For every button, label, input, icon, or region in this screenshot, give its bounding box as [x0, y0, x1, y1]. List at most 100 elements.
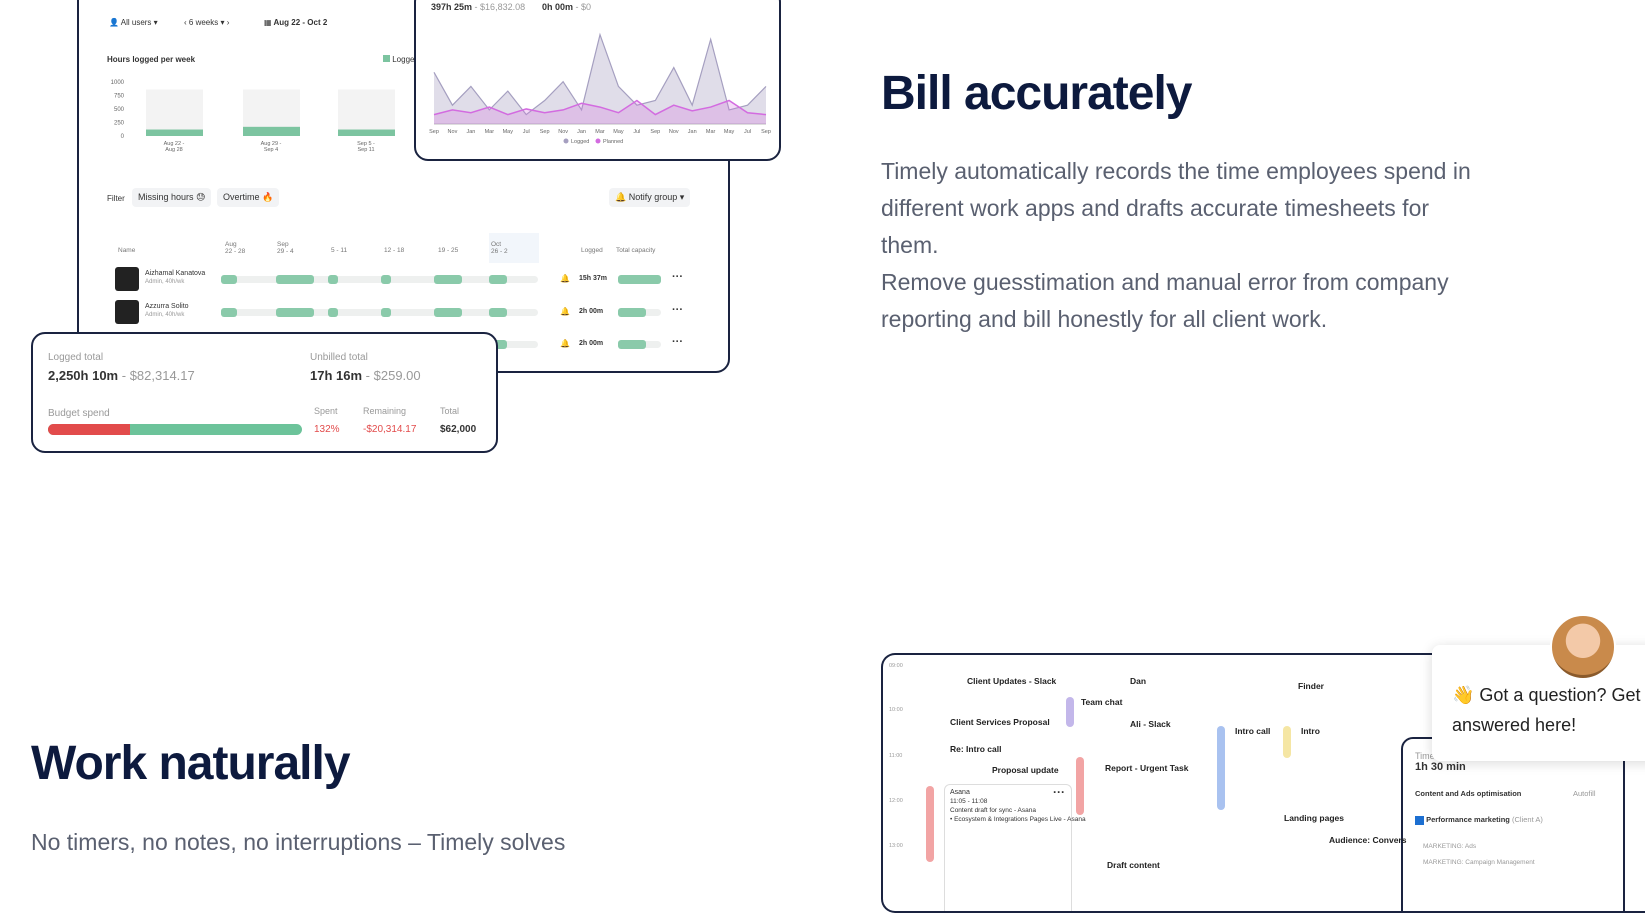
x-tick-label: Nov — [669, 129, 679, 135]
x-tick-label: Jan — [577, 129, 586, 135]
paragraph-line: Timely automatically records the time em… — [881, 158, 1471, 258]
value-text: 2,250h 10m — [48, 368, 119, 383]
filter-text: 6 weeks — [188, 18, 219, 27]
value-text: 17h 16m — [310, 368, 363, 383]
time-label: 12:00 — [889, 798, 903, 804]
value: 17h 16m - $259.00 — [310, 368, 421, 383]
autofill[interactable]: Autofill — [1573, 789, 1596, 798]
time-label: 11:00 — [889, 753, 903, 759]
chart-title: Hours logged per week — [107, 55, 196, 64]
line — [433, 32, 767, 116]
event-bar — [1283, 726, 1291, 758]
row-seg — [489, 308, 507, 317]
row-role: Admin, 40h/wk — [145, 279, 185, 285]
event: Report - Urgent Task — [1105, 763, 1189, 773]
event: Team chat — [1081, 697, 1123, 707]
chip[interactable]: Missing hours 😓 — [132, 188, 212, 207]
event: Finder — [1298, 681, 1324, 691]
value: $62,000 — [440, 424, 477, 435]
time-label: 09:00 — [889, 663, 903, 669]
event: Landing pages — [1284, 813, 1344, 823]
label: Budget spend — [48, 408, 110, 419]
panel-duration: 1h 30 min — [1415, 761, 1466, 773]
budget-bar — [48, 424, 302, 435]
x-tick-label: Mar — [595, 129, 605, 135]
paragraph: Timely automatically records the time em… — [881, 153, 1481, 338]
y-tick-label: 250 — [114, 121, 125, 127]
legend-dot — [595, 138, 601, 144]
x-tick-label: May — [724, 129, 735, 135]
notify-button[interactable]: 🔔 Notify group ▾ — [609, 188, 691, 207]
chip[interactable]: Overtime 🔥 — [217, 188, 280, 207]
value: -$20,314.17 — [363, 424, 417, 435]
avatar — [115, 300, 139, 324]
legend-text: Planned — [603, 139, 623, 145]
row-logged: 2h 00m — [579, 340, 604, 347]
notify-text: Notify group — [628, 192, 678, 202]
chat-text: answered here! — [1452, 715, 1577, 735]
chat-avatar[interactable] — [1550, 614, 1616, 680]
event-bar — [1076, 757, 1084, 815]
filter-users[interactable]: 👤 All users ▾ — [109, 18, 158, 27]
trend-card: 397h 25m - $16,832.08 0h 00m - $0 Sep Nov… — [414, 0, 781, 161]
event-bar — [1066, 697, 1074, 727]
label: Remaining — [363, 406, 407, 416]
event: Draft content — [1107, 860, 1160, 870]
event: Ali - Slack — [1130, 719, 1171, 729]
chat-text: 👋 Got a question? Get it — [1452, 685, 1645, 705]
row-seg — [489, 275, 507, 284]
x-tick-label: May — [503, 129, 514, 135]
x-tick-label: Jul — [633, 129, 640, 135]
column-header: Sep 29 - 4 — [277, 241, 294, 255]
value-money: $259.00 — [373, 368, 421, 383]
stat-money: $16,832.08 — [480, 2, 526, 12]
x-tick-label: Jan — [688, 129, 697, 135]
area — [434, 34, 766, 125]
asana-time: 11:05 - 11:08 — [950, 798, 988, 805]
capacity-fill — [618, 275, 661, 284]
row-role: Admin, 40h/wk — [145, 312, 185, 318]
label: Unbilled total — [310, 352, 368, 363]
row-seg — [328, 308, 338, 317]
x-tick-label: Nov — [558, 129, 568, 135]
chat-widget[interactable]: 👋 Got a question? Get it answered here! — [1432, 645, 1645, 761]
page: 👤 All users ▾ ‹ 6 weeks ▾ › ▦ Aug 22 - O… — [31, 0, 1645, 913]
bar — [243, 126, 300, 136]
label: Total — [440, 406, 460, 416]
event: Re: Intro call — [950, 744, 1002, 754]
row-seg — [221, 275, 237, 284]
event-bar — [1217, 726, 1225, 810]
x-tick-label: Jul — [523, 129, 530, 135]
row-track — [221, 275, 538, 284]
column-header: Aug 22 - 28 — [225, 241, 246, 255]
filter-weeks[interactable]: ‹ 6 weeks ▾ › — [184, 18, 230, 27]
client-text: (Client A) — [1511, 815, 1543, 824]
capacity-bg — [338, 89, 395, 136]
value-money: $82,314.17 — [129, 368, 195, 383]
event: Dan — [1130, 676, 1147, 686]
bell: 🔔 — [560, 339, 570, 348]
filter-dates[interactable]: ▦ Aug 22 - Oct 2 — [264, 18, 328, 27]
column-header: Name — [118, 247, 136, 254]
filter-text: Aug 22 - Oct 2 — [273, 18, 328, 27]
time-label: 10:00 — [889, 707, 903, 713]
row-logged: 15h 37m — [579, 275, 608, 282]
event: Audience: Convers — [1329, 835, 1407, 845]
row-logged: 2h 00m — [579, 308, 604, 315]
stat-money: $0 — [581, 2, 592, 12]
row-seg — [276, 275, 314, 284]
y-tick-label: 750 — [114, 94, 125, 100]
row-seg — [489, 340, 507, 349]
stat-value: 397h 25m — [431, 2, 473, 12]
avatar — [115, 267, 139, 291]
y-tick-label: 0 — [121, 134, 125, 140]
column-header: 19 - 25 — [438, 247, 459, 254]
trend-chart: Sep Nov Jan Mar May Jul Sep Nov Jan Mar May Jul Sep N… — [429, 32, 771, 145]
x-tick-label: Nov — [448, 129, 458, 135]
x-tick-label: Mar — [706, 129, 716, 135]
x-tick-label: Mar — [485, 129, 495, 135]
menu-dots[interactable]: ··· — [1053, 785, 1065, 799]
line — [433, 99, 767, 116]
asana-line: • Ecosystem & Integrations Pages Live - … — [950, 816, 1086, 823]
heading: Bill accurately — [881, 67, 1192, 120]
